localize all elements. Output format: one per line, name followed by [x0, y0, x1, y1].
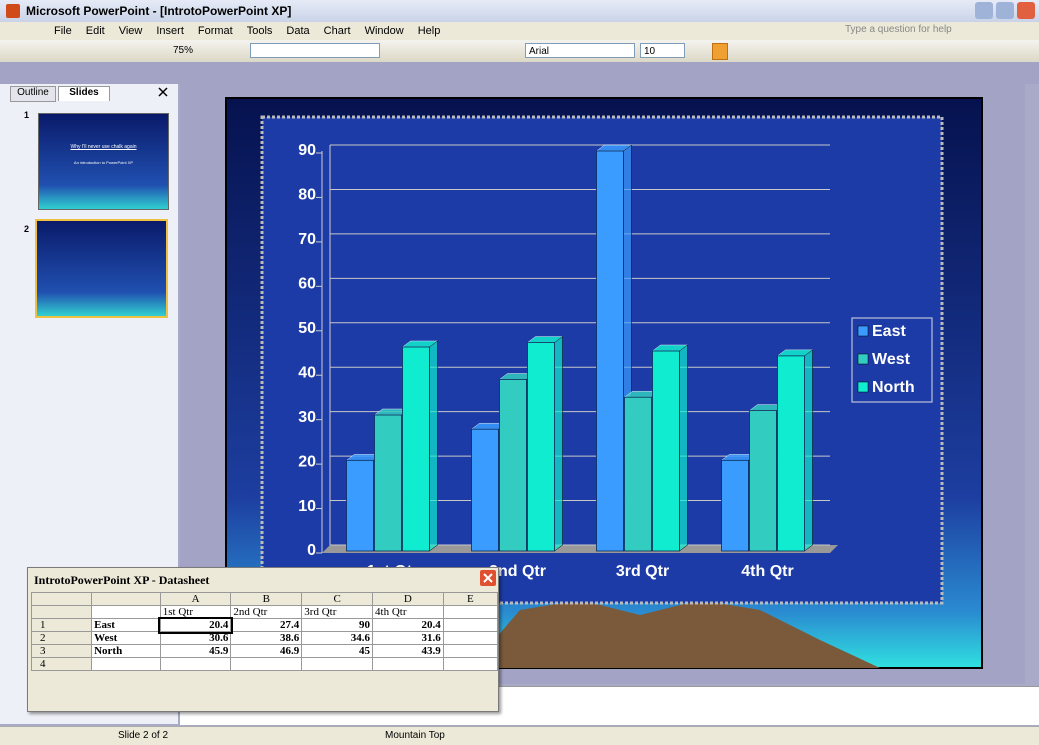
bar-side	[555, 337, 563, 551]
cell[interactable]: 20.4	[373, 619, 444, 632]
bar	[722, 460, 749, 551]
legend-label: North	[872, 379, 915, 396]
powerpoint-window: Microsoft PowerPoint - [IntrotoPowerPoin…	[0, 0, 1039, 744]
slide-indicator: Slide 2 of 2	[118, 727, 168, 745]
bar	[778, 356, 805, 551]
y-tick-label: 70	[298, 231, 316, 248]
datasheet-window: IntrotoPowerPoint XP - Datasheet ABCDE1s…	[27, 567, 499, 712]
cell[interactable]: 30.6	[160, 632, 231, 645]
y-tick-label: 50	[298, 320, 316, 337]
datasheet-close[interactable]	[480, 570, 496, 586]
cell[interactable]: 31.6	[373, 632, 444, 645]
legend-swatch	[858, 382, 868, 392]
datasheet-title: IntrotoPowerPoint XP - Datasheet	[34, 573, 209, 588]
cell[interactable]: 46.9	[231, 645, 302, 658]
bar-side	[430, 341, 438, 551]
row-header: 1	[32, 619, 92, 632]
cell[interactable]	[373, 658, 444, 671]
cell[interactable]: 43.9	[373, 645, 444, 658]
bar	[375, 415, 402, 551]
column-header: E	[443, 593, 497, 606]
x-tick-label: 3rd Qtr	[616, 563, 669, 580]
y-tick-label: 0	[307, 542, 316, 559]
cell[interactable]: 45.9	[160, 645, 231, 658]
status-bar: Slide 2 of 2 Mountain Top	[0, 726, 1039, 745]
y-tick-label: 10	[298, 498, 316, 515]
cell[interactable]: 27.4	[231, 619, 302, 632]
cell[interactable]: 20.4	[160, 619, 231, 632]
datasheet-grid: ABCDE1st Qtr2nd Qtr3rd Qtr4th Qtr1East20…	[31, 592, 498, 671]
legend-label: West	[872, 351, 911, 368]
cell[interactable]	[443, 658, 497, 671]
y-tick-label: 40	[298, 364, 316, 381]
row-label: North	[92, 645, 161, 658]
row-header: 4	[32, 658, 92, 671]
cell[interactable]	[443, 632, 497, 645]
corner-cell	[92, 593, 161, 606]
data-row: 4	[32, 658, 498, 671]
cell[interactable]	[302, 658, 373, 671]
row-label	[92, 658, 161, 671]
x-tick-label: 4th Qtr	[741, 563, 793, 580]
legend-label: East	[872, 323, 906, 340]
row-header: 3	[32, 645, 92, 658]
bar	[403, 347, 430, 551]
cell[interactable]: 38.6	[231, 632, 302, 645]
cell: 4th Qtr	[373, 606, 444, 619]
y-tick-label: 90	[298, 142, 316, 159]
bar-side	[805, 350, 813, 551]
cell[interactable]: 90	[302, 619, 373, 632]
legend-swatch	[858, 354, 868, 364]
bar-side	[680, 345, 688, 551]
cell	[443, 606, 497, 619]
bar	[472, 429, 499, 551]
cell[interactable]	[231, 658, 302, 671]
column-header: D	[373, 593, 444, 606]
cell[interactable]: 34.6	[302, 632, 373, 645]
row-header	[32, 606, 92, 619]
cell[interactable]	[443, 619, 497, 632]
y-tick-label: 60	[298, 276, 316, 293]
row-label: West	[92, 632, 161, 645]
cell: 1st Qtr	[160, 606, 231, 619]
cell[interactable]	[160, 658, 231, 671]
column-header: B	[231, 593, 302, 606]
row-header: 2	[32, 632, 92, 645]
cell: 2nd Qtr	[231, 606, 302, 619]
legend-swatch	[858, 326, 868, 336]
cell[interactable]	[443, 645, 497, 658]
y-tick-label: 80	[298, 187, 316, 204]
cell[interactable]: 45	[302, 645, 373, 658]
bar	[528, 343, 555, 551]
row-label: East	[92, 619, 161, 632]
cell	[92, 606, 161, 619]
corner-cell	[32, 593, 92, 606]
bar	[597, 151, 624, 551]
bar	[653, 351, 680, 551]
column-header: C	[302, 593, 373, 606]
column-header: A	[160, 593, 231, 606]
bar	[500, 379, 527, 551]
bar	[750, 411, 777, 551]
bar	[625, 397, 652, 551]
y-tick-label: 30	[298, 409, 316, 426]
design-name: Mountain Top	[385, 727, 445, 745]
bar	[347, 460, 374, 551]
y-tick-label: 20	[298, 453, 316, 470]
cell: 3rd Qtr	[302, 606, 373, 619]
